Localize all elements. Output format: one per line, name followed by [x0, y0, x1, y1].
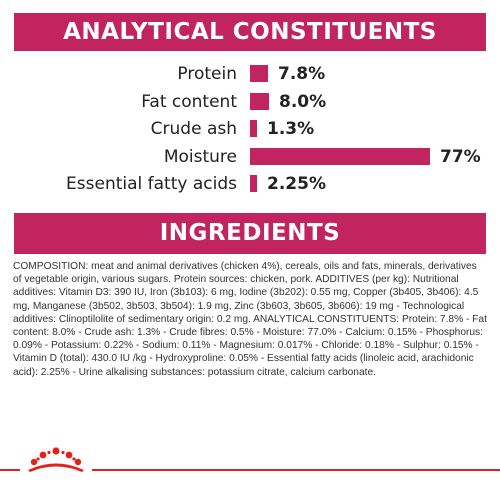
constituent-label: Essential fatty acids — [66, 174, 237, 194]
analytical-constituents-banner: ANALYTICAL CONSTITUENTS — [14, 13, 486, 51]
constituent-label: Crude ash — [150, 119, 237, 139]
constituent-row-crude-ash: Crude ash 1.3% — [0, 116, 500, 142]
constituent-value: 8.0% — [279, 92, 327, 112]
constituent-value: 77% — [440, 147, 481, 167]
constituent-row-essential-fatty-acids: Essential fatty acids 2.25% — [0, 171, 500, 197]
composition-text: COMPOSITION: meat and animal derivatives… — [13, 261, 487, 378]
constituent-bar — [250, 120, 257, 137]
constituent-label: Protein — [177, 64, 237, 84]
constituent-value: 1.3% — [267, 119, 315, 139]
constituent-row-moisture: Moisture 77% — [0, 144, 500, 170]
constituent-bar — [250, 93, 269, 110]
constituent-row-protein: Protein 7.8% — [0, 61, 500, 87]
royal-canin-crown-icon — [28, 447, 84, 472]
constituent-value: 7.8% — [278, 64, 326, 84]
footer-divider-right — [92, 469, 500, 471]
constituent-bar — [250, 65, 268, 82]
constituent-value: 2.25% — [267, 174, 326, 194]
footer-divider-left — [0, 469, 20, 471]
constituent-label: Fat content — [141, 92, 237, 112]
constituent-label: Moisture — [163, 147, 237, 167]
constituent-bar — [250, 148, 430, 165]
constituent-bar — [250, 175, 257, 192]
constituent-row-fat-content: Fat content 8.0% — [0, 89, 500, 115]
ingredients-banner: INGREDIENTS — [14, 213, 486, 254]
